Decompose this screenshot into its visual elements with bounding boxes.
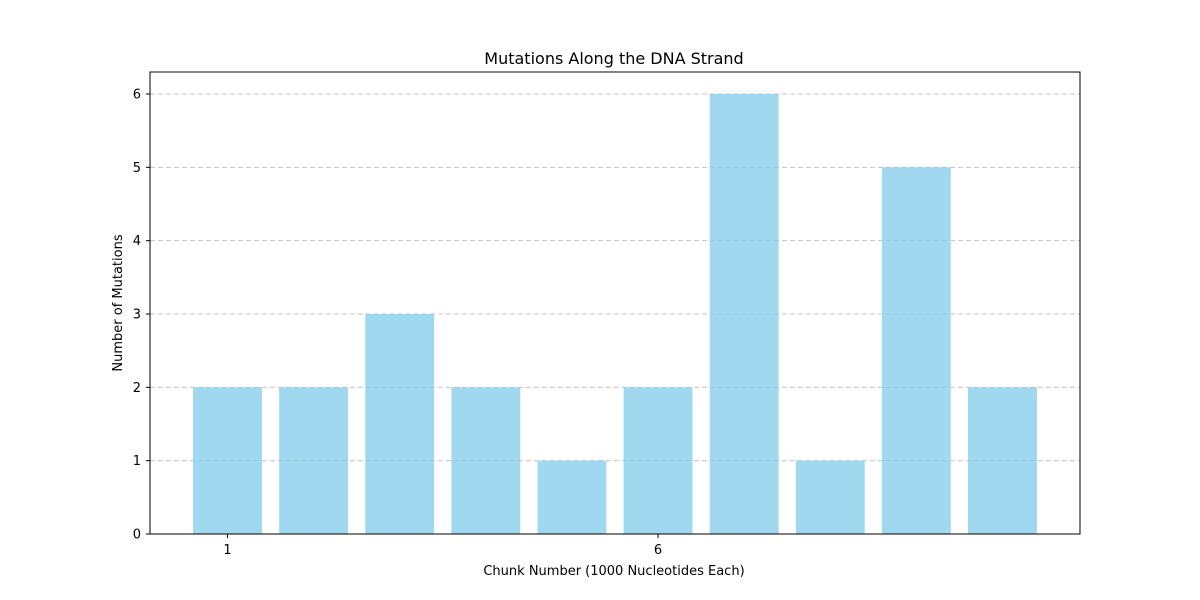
- y-tick-label: 4: [133, 234, 141, 249]
- chart-title: Mutations Along the DNA Strand: [484, 49, 743, 68]
- y-tick-label: 3: [133, 308, 141, 323]
- y-tick-label: 2: [133, 381, 141, 396]
- y-tick-label: 1: [133, 454, 141, 469]
- plot-frame: [149, 71, 1081, 535]
- bar-chunk-2: [279, 387, 349, 534]
- x-axis-label: Chunk Number (1000 Nucleotides Each): [483, 564, 744, 579]
- bars: [193, 94, 1037, 535]
- y-axis-ticks: 0 1 2 3 4 5 6: [133, 88, 150, 543]
- bar-chunk-5: [537, 460, 607, 534]
- y-tick-label: 6: [133, 88, 141, 103]
- x-tick-label: 6: [654, 543, 662, 558]
- bar-chunk-7: [709, 94, 779, 534]
- bar-chunk-10: [968, 387, 1037, 534]
- y-tick-label: 5: [133, 161, 141, 176]
- bar-chunk-6: [623, 387, 693, 534]
- bar-chunk-8: [795, 460, 865, 534]
- bar-chunk-9: [881, 167, 951, 535]
- bar-chunk-3: [365, 314, 435, 534]
- bar-chunk-4: [451, 387, 521, 534]
- bar-chunk-1: [193, 387, 262, 534]
- y-tick-label: 0: [133, 528, 141, 543]
- y-axis-label: Number of Mutations: [111, 234, 126, 371]
- x-tick-label: 1: [223, 543, 231, 558]
